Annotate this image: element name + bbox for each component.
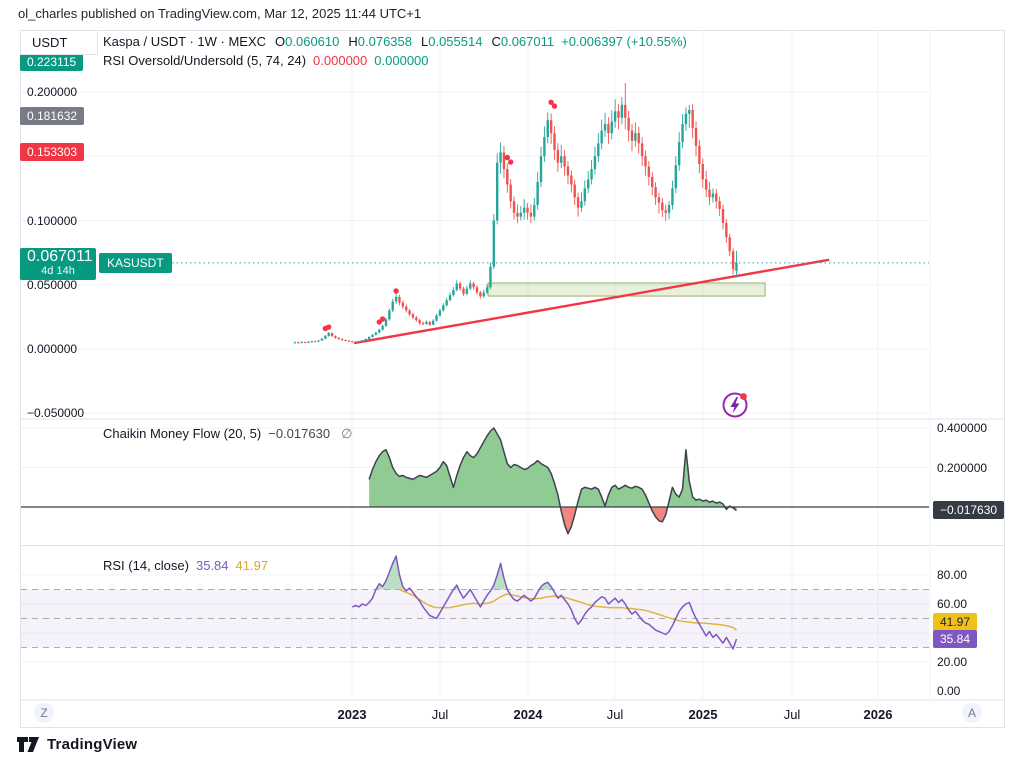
price-level-badge: 0.153303 (20, 143, 85, 161)
cmf-value-badge: −0.017630 (933, 501, 1005, 520)
current-price: 0.067011 (27, 247, 93, 265)
time-axis-label[interactable]: Jul (606, 707, 624, 722)
cmf-line (368, 427, 737, 535)
cmf-value: −0.017630 (268, 426, 331, 441)
rsi-oversold-indicator-legend[interactable]: RSI Oversold/Undersold (5, 74, 24) 0.000… (103, 53, 429, 68)
rsi-overbought-fill (352, 556, 737, 590)
low-value: L0.055514 (421, 34, 483, 49)
time-axis-label[interactable]: 2023 (337, 707, 367, 722)
symbol-legend[interactable]: Kaspa / USDT · 1W · MEXC O0.060610 H0.07… (103, 34, 687, 49)
cmf-indicator-legend[interactable]: Chaikin Money Flow (20, 5) −0.017630 ∅ (103, 426, 352, 442)
change-value: +0.006397 (+10.55%) (561, 34, 687, 49)
rsi-axis-tick: 60.00 (937, 597, 968, 611)
symbol-price-label: KASUSDT (99, 252, 172, 273)
time-axis-label[interactable]: Jul (783, 707, 801, 722)
rsi-ma-line (399, 588, 737, 631)
candlestick-series (293, 83, 738, 344)
published-header: ol_charles published on TradingView.com,… (18, 6, 422, 21)
price-level-badge: 0.223115 (20, 53, 84, 72)
cmf-axis-tick: 0.400000 (937, 421, 988, 435)
timezone-button[interactable]: Z (34, 703, 54, 723)
chart-frame (20, 30, 1005, 728)
grid-lines (20, 31, 1005, 701)
time-axis-label[interactable]: 2026 (863, 707, 893, 722)
cmf-area-positive (369, 428, 737, 507)
high-value: H0.076358 (348, 34, 412, 49)
indicator-value-2: 0.000000 (374, 53, 429, 68)
open-value: O0.060610 (275, 34, 340, 49)
rsi-title: RSI (14, close) (103, 558, 189, 573)
tradingview-wordmark: TradingView (47, 736, 138, 753)
price-axis-tick: 0.100000 (27, 213, 78, 228)
signal-markers (322, 99, 558, 332)
rsi-axis-tick: 20.00 (937, 655, 968, 669)
cmf-title: Chaikin Money Flow (20, 5) (103, 426, 262, 441)
rsi-value-badge: 41.97 (933, 613, 978, 632)
price-axis-tick: 0.050000 (27, 277, 78, 292)
cmf-axis-tick: 0.200000 (937, 460, 988, 475)
rsi-line (352, 555, 738, 650)
rsi-axis-tick: 0.00 (937, 684, 961, 698)
strategy-signal-icon[interactable] (722, 392, 748, 418)
hidden-values-icon[interactable]: ∅ (341, 426, 353, 441)
rsi-pane (352, 555, 738, 650)
rsi-indicator-legend[interactable]: RSI (14, close) 35.84 41.97 (103, 558, 268, 573)
tradingview-logo-icon (17, 737, 39, 752)
rsi-value: 35.84 (195, 558, 229, 573)
price-level-badge: 0.181632 (20, 106, 85, 125)
time-axis-label[interactable]: 2025 (688, 707, 718, 722)
time-axis-label[interactable]: 2024 (513, 707, 543, 722)
time-axis-label[interactable]: Jul (431, 707, 449, 722)
rsi-value-badge: 35.84 (933, 630, 978, 649)
rsi-ma-value: 41.97 (235, 558, 269, 573)
indicator-value-1: 0.000000 (313, 53, 368, 68)
price-axis-tick: 0.200000 (27, 85, 78, 99)
price-pane (163, 83, 929, 345)
bar-countdown: 4d 14h (41, 264, 75, 277)
tradingview-footer[interactable]: TradingView (16, 734, 137, 755)
price-axis-tick: 0.000000 (27, 342, 78, 356)
indicator-title: RSI Oversold/Undersold (5, 74, 24) (103, 53, 307, 68)
price-axis-tick: −0.050000 (27, 406, 85, 421)
current-price-badge: 0.067011 4d 14h (20, 247, 96, 280)
price-axis-currency-label[interactable]: USDT (20, 30, 98, 55)
cmf-pane (21, 427, 929, 535)
symbol-title: Kaspa / USDT · 1W · MEXC (103, 34, 267, 49)
close-value: C0.067011 (491, 34, 555, 49)
trendline (353, 258, 830, 345)
rsi-axis-tick: 80.00 (937, 568, 968, 582)
auto-scale-button[interactable]: A (962, 703, 982, 723)
